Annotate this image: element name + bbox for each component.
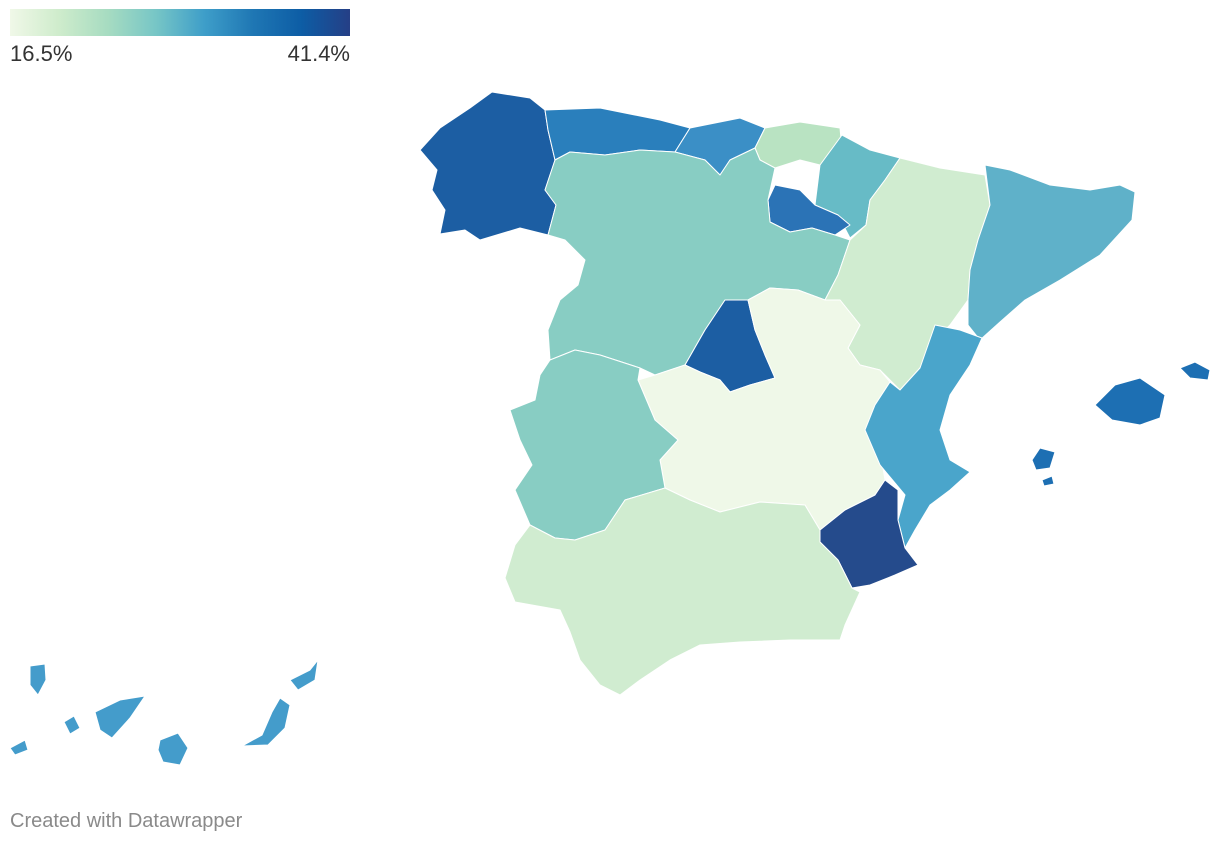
- region-canarias[interactable]: Canarias: [9, 659, 319, 766]
- legend-gradient-bar: [10, 9, 350, 36]
- color-legend: 16.5% 41.4%: [10, 9, 350, 66]
- region-illes-balears[interactable]: Illes Balears: [1031, 361, 1211, 487]
- legend-min-label: 16.5%: [10, 41, 73, 66]
- region-andalucia[interactable]: Andalucía: [504, 487, 861, 696]
- region-galicia[interactable]: Galicia: [419, 91, 557, 241]
- legend-max-label: 41.4%: [287, 41, 350, 66]
- credit-footer: Created with Datawrapper: [10, 810, 243, 832]
- region-cataluna[interactable]: Cataluña: [967, 164, 1136, 341]
- region-comunitat-valenciana[interactable]: Castilla-La Mancha: [864, 324, 983, 549]
